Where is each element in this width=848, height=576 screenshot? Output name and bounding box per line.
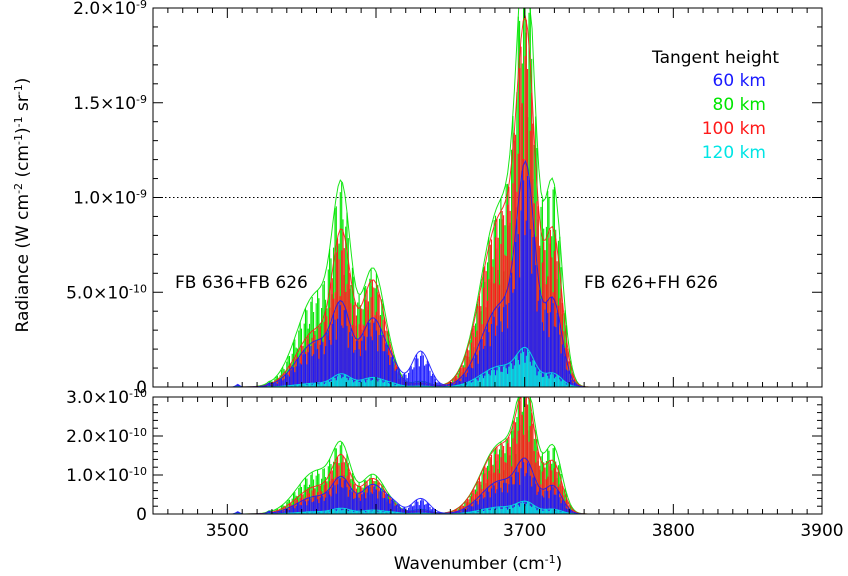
x-tick-label: 3800 [652, 521, 695, 541]
series-100km-panel1 [234, 397, 586, 514]
y-tick-label: 3.0×10-10 [66, 387, 147, 409]
legend-entry-100km: 100 km [702, 119, 766, 139]
y-tick-label: 1.5×10-9 [73, 92, 147, 114]
legend: Tangent height 60 km 80 km 100 km 120 km [651, 48, 779, 163]
y-tick-label: 2.0×10-10 [66, 426, 147, 448]
y-tick-label: 2.0×10-9 [73, 0, 147, 19]
legend-entry-60km: 60 km [713, 71, 766, 91]
x-tick-label: 3600 [354, 521, 397, 541]
lower-panel: 3500 3600 3700 3800 3900 0 1.0×10-10 2.0×10-10 3… [66, 387, 844, 542]
x-tick-label: 3500 [206, 521, 249, 541]
plot-frame [152, 396, 823, 515]
series-60km-panel1 [232, 458, 585, 514]
legend-entry-120km: 120 km [702, 143, 766, 163]
y-tick-label: 1.0×10-9 [73, 187, 147, 209]
legend-entry-80km: 80 km [713, 95, 766, 115]
annotation-right: FB 626+FH 626 [584, 273, 718, 293]
x-tick-label: 3700 [503, 521, 546, 541]
series-120km-panel0 [234, 348, 584, 387]
series-80km-panel1 [232, 397, 586, 514]
series-envelope-80km-panel0 [153, 8, 822, 387]
x-axis-title: Wavenumber (cm-1) [394, 553, 563, 575]
y-tick-label: 1.0×10-10 [66, 465, 147, 487]
series-envelope-60km-panel0 [153, 159, 822, 387]
main-panel: 0 5.0×10-10 1.0×10-9 1.5×10-9 2.0×10-9 [66, 0, 823, 398]
legend-title: Tangent height [651, 48, 779, 68]
x-tick-label: 3900 [800, 521, 843, 541]
y-axis-title: Radiance (W cm-2 (cm-1)-1 sr-1) [12, 78, 34, 333]
series-120km-panel1 [234, 501, 578, 514]
y-tick-label: 0 [136, 505, 147, 525]
y-tick-label: 0 [136, 378, 147, 398]
y-tick-label: 5.0×10-10 [66, 282, 147, 304]
annotation-left: FB 636+FB 626 [175, 273, 308, 293]
